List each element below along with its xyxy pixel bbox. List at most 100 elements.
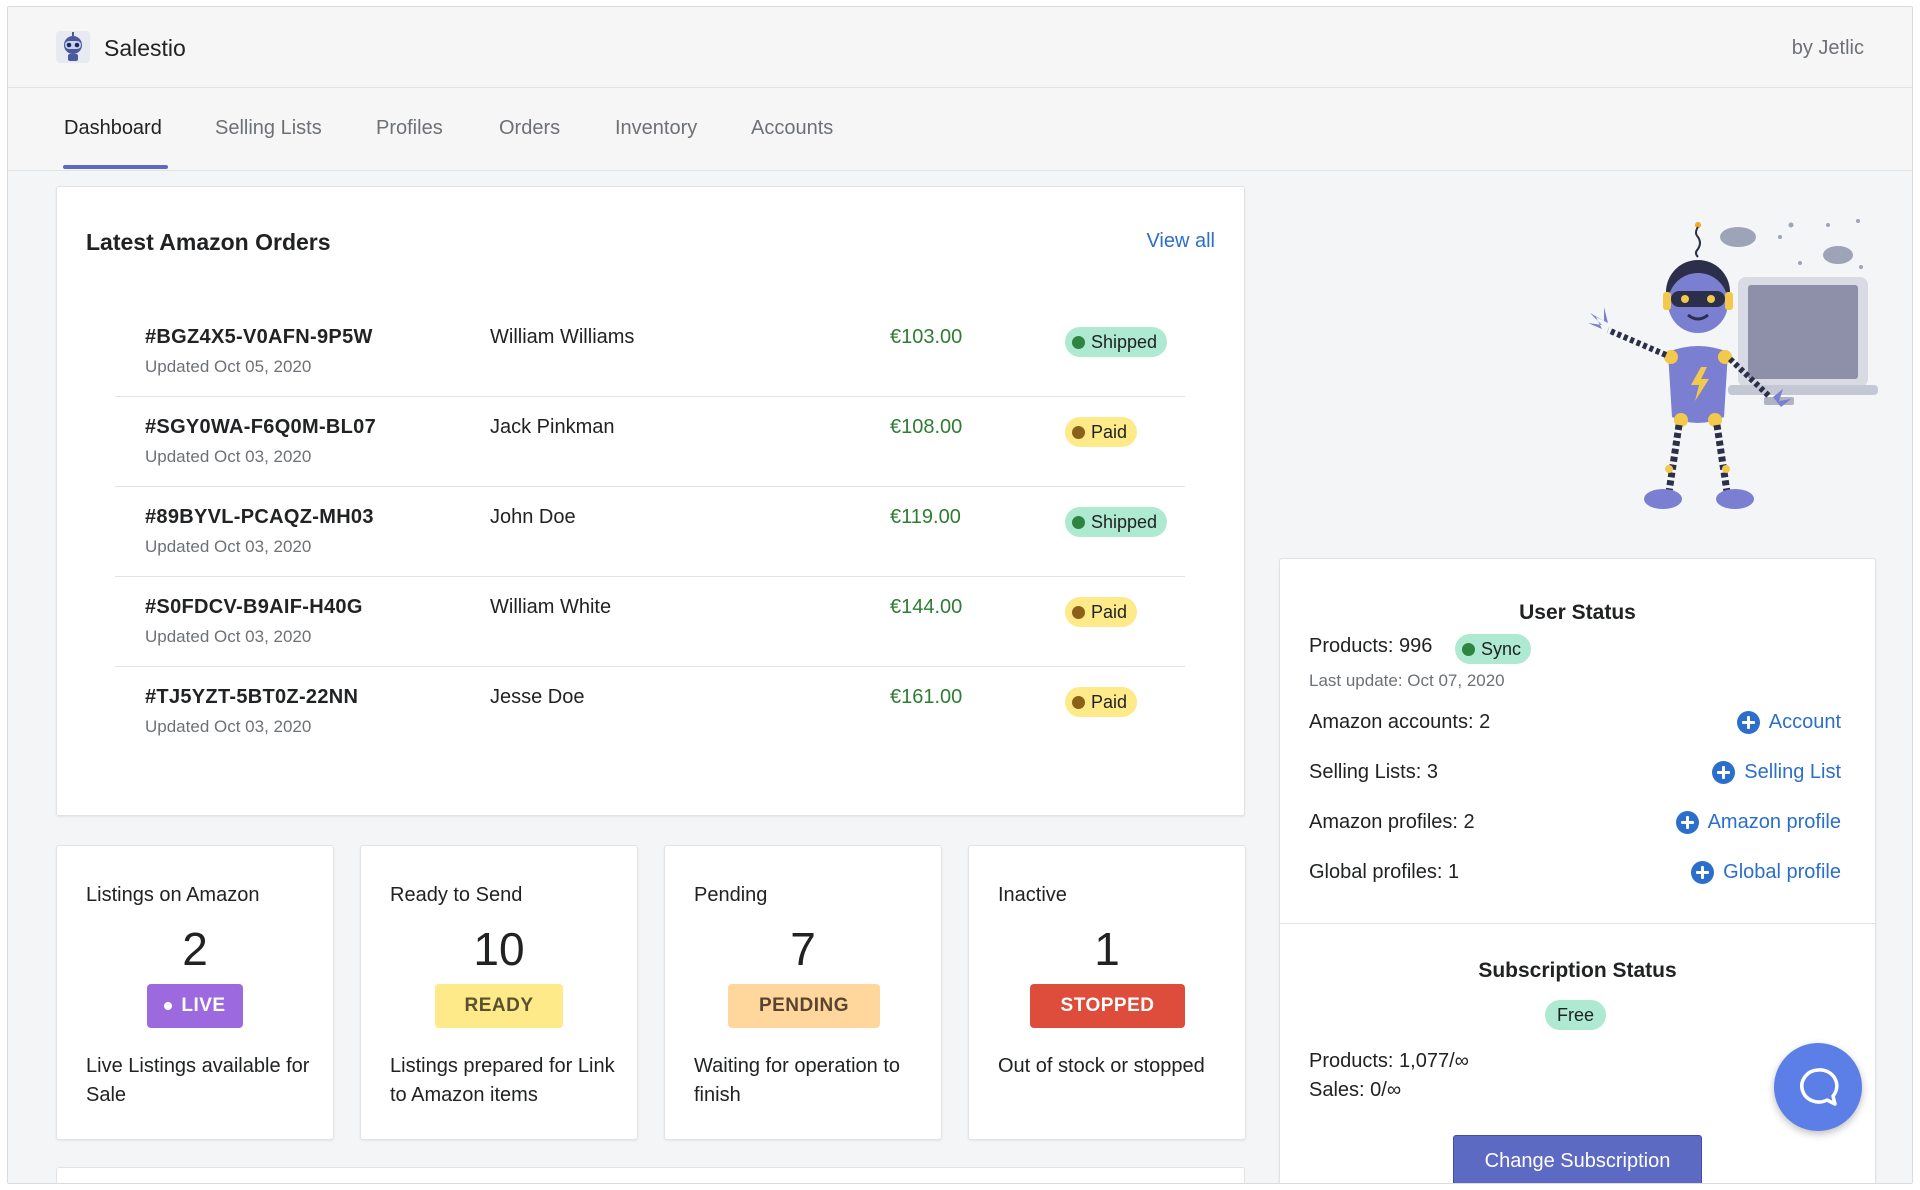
plus-circle-icon [1675, 811, 1699, 834]
plus-circle-icon [1712, 761, 1736, 784]
sync-label: Sync [1481, 638, 1522, 659]
latest-orders-card: Latest Amazon Orders View all #BGZ4X5-V0… [56, 186, 1245, 816]
tab-selling-lists[interactable]: Selling Lists [215, 117, 322, 139]
plus-circle-icon [1691, 861, 1715, 884]
order-amount: €108.00 [890, 416, 963, 438]
orders-card-title: Latest Amazon Orders [86, 229, 331, 255]
stat-title: Listings on Amazon [86, 884, 260, 906]
order-status-badge: Paid [1065, 687, 1138, 717]
view-all-link[interactable]: View all [1146, 230, 1215, 252]
stat-title: Ready to Send [390, 884, 523, 906]
tab-accounts[interactable]: Accounts [751, 117, 834, 139]
plus-circle-icon [1736, 711, 1760, 734]
section-divider [1280, 923, 1875, 924]
order-customer: Jack Pinkman [490, 416, 615, 438]
ready-pill-label: READY [464, 995, 534, 1016]
order-row[interactable]: #BGZ4X5-V0AFN-9P5W Updated Oct 05, 2020 … [115, 307, 1185, 397]
amazon-profiles-count: Amazon profiles: 2 [1309, 811, 1475, 833]
stat-card-inactive: Inactive 1 STOPPED Out of stock or stopp… [968, 845, 1246, 1140]
order-amount: €119.00 [890, 506, 961, 528]
stat-title: Pending [694, 884, 768, 906]
stat-description: Listings prepared for Link to Amazon ite… [390, 1055, 615, 1106]
order-row[interactable]: #89BYVL-PCAQZ-MH03 Updated Oct 03, 2020 … [115, 487, 1185, 577]
order-customer: William White [490, 596, 612, 618]
order-amount: €161.00 [890, 686, 963, 708]
stopped-pill-label: STOPPED [1060, 995, 1155, 1016]
order-status-badge: Paid [1065, 597, 1138, 627]
order-status-label: Paid [1091, 691, 1128, 712]
add-amazon-profile-label: Amazon profile [1707, 811, 1841, 833]
stat-title: Inactive [998, 884, 1067, 906]
top-bar: Salestio by Jetlic [8, 7, 1912, 88]
global-profiles-count: Global profiles: 1 [1309, 861, 1460, 883]
status-dot-icon [1072, 425, 1085, 439]
order-updated: Updated Oct 03, 2020 [145, 447, 312, 466]
live-pill: LIVE [147, 984, 243, 1028]
status-dot-icon [1072, 605, 1085, 619]
chat-bubble-icon [1800, 1068, 1839, 1106]
order-updated: Updated Oct 03, 2020 [145, 537, 312, 556]
stat-value: 2 [182, 923, 208, 975]
order-updated: Updated Oct 03, 2020 [145, 627, 312, 646]
stat-description: Waiting for operation to finish [694, 1055, 901, 1106]
order-row[interactable]: #SGY0WA-F6Q0M-BL07 Updated Oct 03, 2020 … [115, 397, 1185, 487]
ready-pill: READY [435, 984, 563, 1028]
robot-logo-icon [56, 31, 90, 63]
order-customer: Jesse Doe [490, 686, 585, 708]
stat-description: Out of stock or stopped [998, 1055, 1205, 1077]
stat-value: 10 [473, 923, 525, 975]
order-status-label: Shipped [1091, 331, 1158, 352]
add-global-profile-label: Global profile [1723, 861, 1841, 883]
order-id[interactable]: #89BYVL-PCAQZ-MH03 [145, 506, 374, 528]
order-customer: John Doe [490, 506, 576, 528]
subscription-status-title: Subscription Status [1478, 959, 1677, 982]
order-status-badge: Paid [1065, 417, 1138, 447]
order-id[interactable]: #SGY0WA-F6Q0M-BL07 [145, 416, 377, 438]
order-row[interactable]: #TJ5YZT-5BT0Z-22NN Updated Oct 03, 2020 … [115, 667, 1185, 757]
plan-badge: Free [1545, 1000, 1607, 1030]
add-amazon-profile-link[interactable]: Amazon profile [1675, 811, 1841, 834]
tab-profiles[interactable]: Profiles [376, 117, 443, 139]
order-amount: €103.00 [890, 326, 963, 348]
pending-pill-label: PENDING [758, 995, 850, 1016]
tab-orders[interactable]: Orders [499, 117, 561, 139]
order-status-badge: Shipped [1065, 507, 1168, 537]
stat-value: 7 [790, 923, 816, 975]
add-account-label: Account [1768, 711, 1841, 733]
tab-inventory[interactable]: Inventory [615, 117, 698, 139]
stat-card-listings: Listings on Amazon 2 LIVE Live Listings … [56, 845, 334, 1140]
order-id[interactable]: #S0FDCV-B9AIF-H40G [145, 596, 363, 618]
order-updated: Updated Oct 05, 2020 [145, 357, 312, 376]
robot-laptop-illustration [1588, 219, 1878, 509]
order-customer: William Williams [490, 326, 635, 348]
add-selling-list-label: Selling List [1744, 761, 1841, 783]
tab-dashboard[interactable]: Dashboard [64, 117, 162, 139]
main-tabs: Dashboard Selling Lists Profiles Orders … [8, 89, 1912, 171]
add-account-link[interactable]: Account [1736, 711, 1841, 734]
products-count: Products: 996 [1309, 635, 1433, 657]
order-amount: €144.00 [890, 596, 963, 618]
app-window: Salestio by Jetlic Dashboard Selling Lis… [7, 6, 1913, 1184]
order-id[interactable]: #TJ5YZT-5BT0Z-22NN [145, 686, 359, 708]
status-dot-icon [1072, 695, 1085, 709]
add-selling-list-link[interactable]: Selling List [1712, 761, 1841, 784]
chat-button[interactable] [1774, 1043, 1862, 1131]
user-status-title: User Status [1519, 601, 1636, 624]
change-subscription-button[interactable]: Change Subscription [1453, 1135, 1702, 1183]
status-dot-icon [1072, 515, 1085, 529]
order-status-badge: Shipped [1065, 327, 1168, 357]
active-tab-indicator [63, 165, 168, 169]
amazon-accounts-count: Amazon accounts: 2 [1309, 711, 1491, 733]
stopped-pill: STOPPED [1030, 984, 1185, 1028]
live-dot-icon [164, 1002, 173, 1010]
live-pill-label: LIVE [181, 995, 226, 1016]
pending-pill: PENDING [728, 984, 880, 1028]
add-global-profile-link[interactable]: Global profile [1691, 861, 1841, 884]
order-id[interactable]: #BGZ4X5-V0AFN-9P5W [145, 326, 373, 348]
stat-card-ready: Ready to Send 10 READY Listings prepared… [360, 845, 638, 1140]
order-row[interactable]: #S0FDCV-B9AIF-H40G Updated Oct 03, 2020 … [115, 577, 1185, 667]
last-update: Last update: Oct 07, 2020 [1309, 671, 1505, 690]
subscription-products: Products: 1,077/∞ [1309, 1050, 1469, 1072]
sync-badge: Sync [1455, 634, 1532, 664]
status-dot-icon [1072, 335, 1085, 349]
